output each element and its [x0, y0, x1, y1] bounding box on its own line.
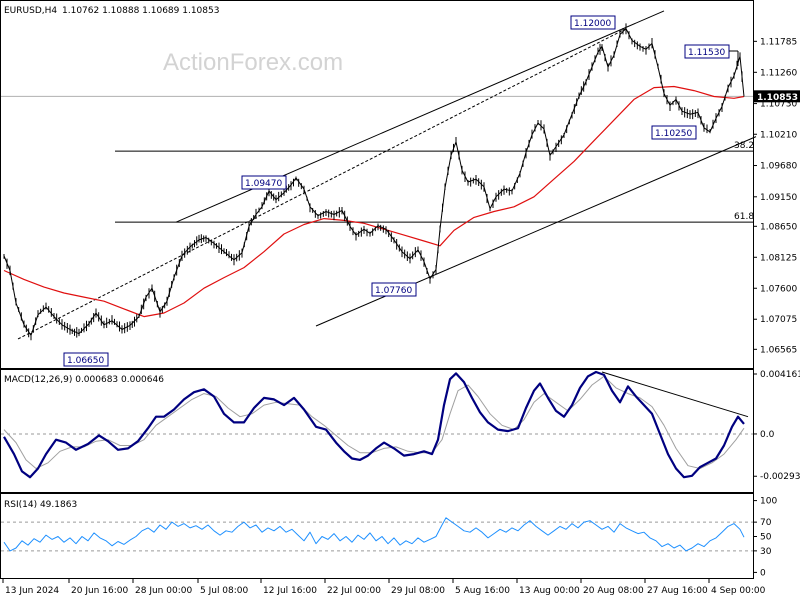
price-ytick-label: 1.10730 [760, 100, 797, 110]
price-ytick-label: 1.06565 [760, 345, 797, 355]
price-annotation-label: 1.06650 [67, 356, 104, 366]
xaxis-tick-label: 20 Aug 08:00 [583, 586, 644, 596]
price-ytick-label: 1.10210 [760, 130, 797, 140]
channel-line [175, 10, 665, 223]
fib-label: 38.2 [734, 141, 754, 151]
xaxis-tick-label: 5 Aug 16:00 [455, 586, 510, 596]
price-annotation-label: 1.07760 [375, 286, 412, 296]
price-annotation-box [241, 175, 287, 190]
header-ohlc: 1.10762 1.10888 1.10689 1.10853 [62, 6, 219, 16]
xaxis-tick-label: 13 Aug 00:00 [519, 586, 580, 596]
macd-line [3, 370, 745, 479]
price-annotation-box [371, 282, 417, 297]
price-panel-border [0, 0, 754, 369]
macd-ytick-label: -0.002934 [760, 472, 800, 482]
macd-panel-border [0, 369, 754, 493]
xaxis-tick-label: 20 Jun 16:00 [71, 586, 128, 596]
price-ytick-label: 1.09150 [760, 193, 797, 203]
price-ytick-label: 1.07075 [760, 315, 797, 325]
price-ytick-label: 1.08125 [760, 253, 797, 263]
moving-average-line [3, 85, 745, 318]
channel-dashed-line [17, 28, 627, 340]
price-ytick-label: 1.11260 [760, 68, 797, 78]
price-annotation-label: 1.09470 [245, 179, 282, 189]
channel-line [315, 136, 757, 327]
rsi-ytick-label: 70 [760, 518, 772, 528]
rsi-ytick-label: 0 [760, 568, 766, 578]
xaxis-tick-label: 5 Jul 08:00 [200, 586, 249, 596]
xaxis-tick-label: 13 Jun 2024 [5, 586, 59, 596]
macd-signal-line [3, 375, 745, 469]
rsi-panel-border [0, 493, 754, 579]
current-price-tag [754, 90, 800, 103]
rsi-layer [1, 517, 753, 552]
price-ytick-label: 1.08650 [760, 222, 797, 232]
price-annotation-box [63, 352, 109, 367]
price-annotation-label: 1.12000 [574, 19, 611, 29]
rsi-ytick-label: 30 [760, 547, 772, 557]
xaxis-tick-label: 27 Aug 16:00 [647, 586, 708, 596]
xaxis-tick-label: 29 Jul 08:00 [391, 586, 445, 596]
price-ytick-label: 1.11785 [760, 37, 797, 47]
current-price-tag-label: 1.10853 [757, 93, 798, 103]
price-annotation-label: 1.10250 [655, 129, 692, 139]
xaxis-tick-label: 4 Sep 00:00 [711, 586, 766, 596]
rsi-line [3, 517, 745, 552]
price-annotation-box [570, 15, 616, 30]
macd-trend-line [601, 371, 749, 418]
macd-label: MACD(12,26,9) 0.000683 0.000646 [4, 375, 164, 385]
header-symbol: EURUSD,H4 [4, 6, 57, 16]
rsi-ytick-label: 50 [760, 533, 772, 543]
macd-ytick-label: 0.004161 [760, 370, 800, 380]
rsi-ytick-label: 100 [760, 497, 777, 507]
price-annotation-label: 1.11530 [688, 48, 725, 58]
price-annotation-box [651, 125, 697, 140]
macd-layer [1, 370, 753, 479]
fib-label: 61.8 [734, 212, 754, 222]
macd-ytick-label: 0.0 [760, 430, 775, 440]
price-line [3, 28, 745, 336]
xaxis-tick-label: 12 Jul 16:00 [263, 586, 317, 596]
watermark: ActionForex.com [163, 49, 343, 76]
xaxis-tick-label: 28 Jun 00:00 [135, 586, 192, 596]
price-ytick-label: 1.09680 [760, 162, 797, 172]
rsi-label: RSI(14) 49.1863 [4, 500, 77, 510]
xaxis-tick-label: 22 Jul 00:00 [327, 586, 381, 596]
price-layer: 38.2 61.8 1.06650 1.09470 1.07760 1.12000 1.10… [1, 10, 757, 367]
axis-layer: 1.11785 1.11260 1.10730 1.10210 1.09680 1.091… [2, 37, 800, 596]
price-ytick-label: 1.07600 [760, 284, 797, 294]
